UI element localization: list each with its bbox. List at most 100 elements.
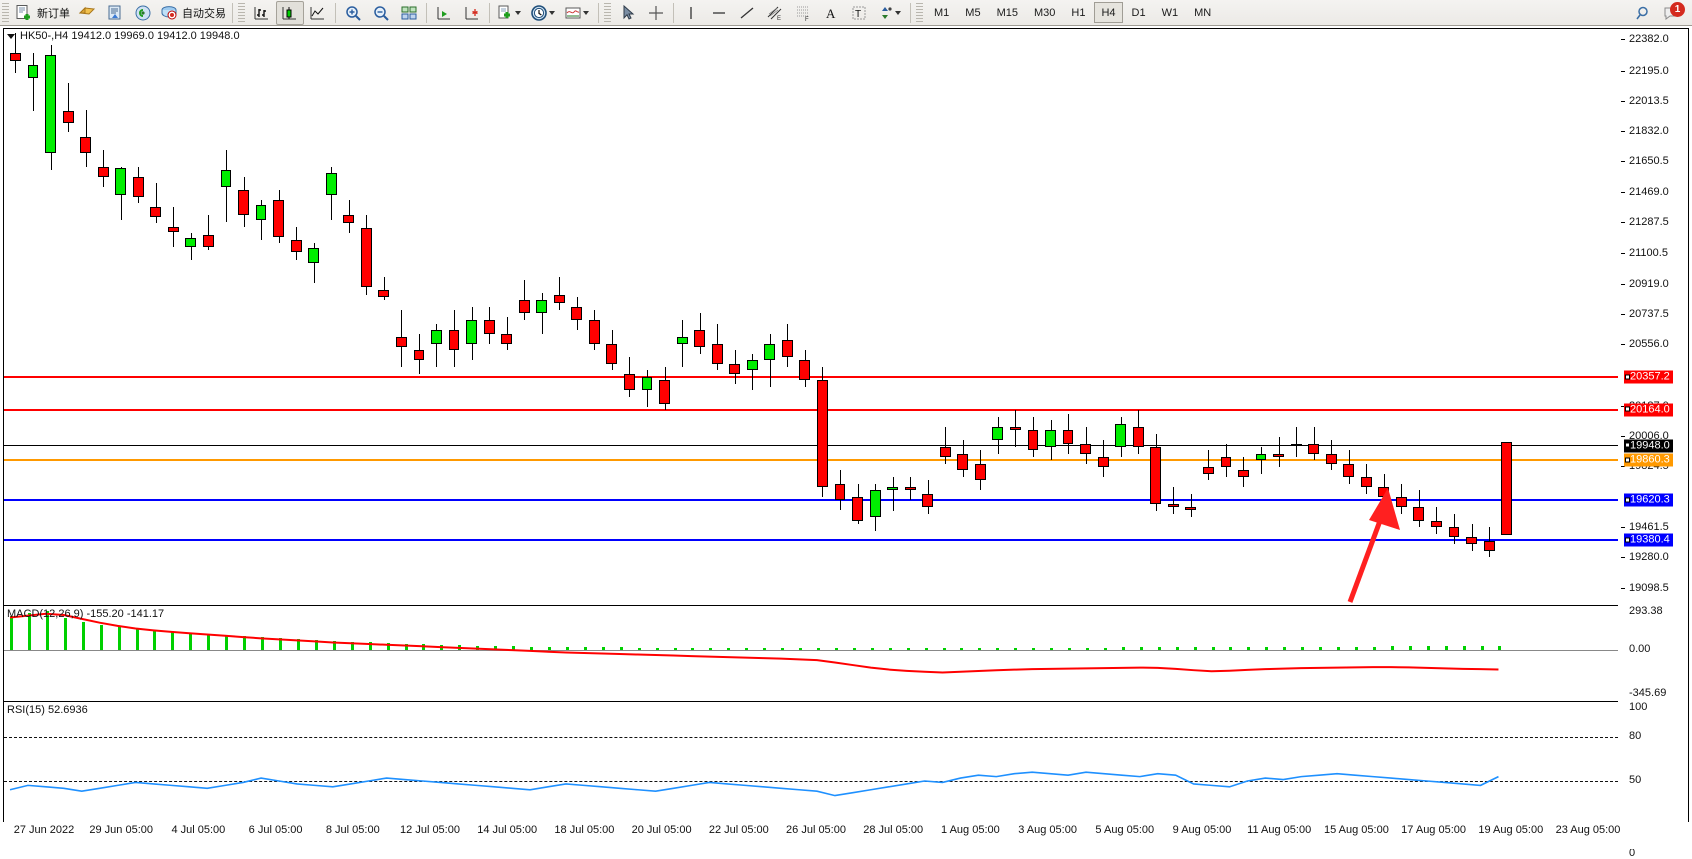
macd-histogram-bar <box>1121 647 1125 650</box>
timeframe-h4[interactable]: H4 <box>1094 2 1123 23</box>
price-axis[interactable]: 22382.0 22195.0 22013.5 21832.0 21650.5 21469… <box>1620 28 1692 859</box>
timeframe-w1[interactable]: W1 <box>1161 6 1179 19</box>
add-indicator-button[interactable] <box>493 1 527 25</box>
timeframe-h1[interactable]: H1 <box>1071 6 1086 19</box>
level-line[interactable] <box>4 459 1618 462</box>
bar-chart-icon[interactable] <box>248 1 276 25</box>
market-watch-icon[interactable] <box>101 1 129 25</box>
up-arrow-annotation[interactable] <box>1336 476 1426 604</box>
arrows-button[interactable] <box>873 1 907 25</box>
auto-scroll-icon[interactable] <box>430 1 458 25</box>
timeframe-m1[interactable]: M1 <box>934 6 950 19</box>
candlestick <box>97 166 109 177</box>
chart-menu-caret-icon[interactable] <box>7 33 15 39</box>
level-handle[interactable] <box>1625 497 1630 503</box>
templates-button[interactable] <box>561 1 595 25</box>
level-handle[interactable] <box>1625 537 1630 543</box>
chevron-down-icon-4[interactable] <box>895 10 901 15</box>
toolbar-separator-5 <box>598 2 599 23</box>
price-level-tag-resistance[interactable]: 20357.2 <box>1624 370 1673 384</box>
search-icon[interactable] <box>1630 1 1658 25</box>
toolbar-grip-4[interactable] <box>916 2 923 23</box>
macd-histogram-bar <box>512 646 516 650</box>
signals-icon[interactable] <box>129 1 157 25</box>
price-level-tag-resistance[interactable]: 20164.0 <box>1624 403 1673 417</box>
candlestick <box>1448 527 1460 538</box>
candlestick <box>1360 477 1372 488</box>
new-order-button[interactable]: 新订单 <box>12 1 73 25</box>
candlestick <box>817 380 828 488</box>
candlestick-chart-icon[interactable] <box>276 0 304 25</box>
toolbar-grip-3[interactable] <box>604 2 611 23</box>
fibonacci-icon[interactable]: F <box>789 1 817 25</box>
candlestick <box>957 453 969 471</box>
chart-shift-icon[interactable] <box>458 1 486 25</box>
line-chart-icon[interactable] <box>304 1 332 25</box>
chevron-down-icon-2[interactable] <box>549 10 555 15</box>
text-label-icon[interactable]: T <box>845 1 873 25</box>
macd-histogram-bar <box>1014 647 1018 650</box>
macd-histogram-bar <box>1229 647 1233 650</box>
candlestick <box>729 363 741 374</box>
vertical-line-icon[interactable] <box>677 1 705 25</box>
level-handle[interactable] <box>1625 457 1630 463</box>
price-level-tag-pivot[interactable]: 19860.3 <box>1624 453 1673 467</box>
macd-histogram-bar <box>350 641 354 650</box>
candle-wick <box>1190 493 1192 518</box>
macd-histogram-bar <box>870 648 874 650</box>
horizontal-line-icon[interactable] <box>705 1 733 25</box>
candlestick <box>1009 427 1021 431</box>
level-line[interactable] <box>4 444 1618 446</box>
equidistant-channel-icon[interactable]: E <box>761 1 789 25</box>
timeframe-m30[interactable]: M30 <box>1033 6 1056 19</box>
date-axis-label-20: 23 Aug 05:00 <box>1555 824 1621 836</box>
chart-symbol-header: HK50-,H4 19412.0 19969.0 19412.0 19948.0 <box>7 30 240 42</box>
tile-windows-icon[interactable] <box>395 1 423 25</box>
macd-histogram-bar <box>565 647 569 650</box>
toolbar-grip-2[interactable] <box>238 2 245 23</box>
toolbar-grip[interactable] <box>2 2 9 23</box>
candlestick <box>1308 443 1320 454</box>
chart-window[interactable]: HK50-,H4 19412.0 19969.0 19412.0 19948.0… <box>0 26 1692 859</box>
history-icon[interactable] <box>73 1 101 25</box>
level-handle[interactable] <box>1625 442 1630 448</box>
level-line[interactable] <box>4 408 1618 411</box>
level-handle[interactable] <box>1625 406 1630 412</box>
candlestick <box>501 333 513 344</box>
trendline-icon[interactable] <box>733 1 761 25</box>
level-line[interactable] <box>4 539 1618 542</box>
chevron-down-icon[interactable] <box>515 10 521 15</box>
notifications-button[interactable]: 1 <box>1658 1 1686 25</box>
level-line[interactable] <box>4 376 1618 379</box>
text-icon[interactable]: A <box>817 1 845 25</box>
timeframe-mn[interactable]: MN <box>1194 6 1212 19</box>
crosshair-icon[interactable] <box>642 1 670 25</box>
date-axis-label-4: 8 Jul 05:00 <box>325 824 380 836</box>
zoom-in-icon[interactable] <box>339 1 367 25</box>
zoom-out-icon[interactable] <box>367 1 395 25</box>
level-handle[interactable] <box>1625 374 1630 380</box>
price-level-tag-support[interactable]: 19380.4 <box>1624 533 1673 547</box>
level-line[interactable] <box>4 499 1618 502</box>
price-pane[interactable] <box>4 28 1618 604</box>
autotrading-button[interactable]: 自动交易 <box>157 1 229 25</box>
macd-pane[interactable] <box>4 605 1618 700</box>
timeframe-m5[interactable]: M5 <box>965 6 981 19</box>
rsi-axis-label-1: 80 <box>1629 730 1642 743</box>
date-axis[interactable]: 27 Jun 2022 29 Jun 05:00 4 Jul 05:00 6 Jul … <box>0 822 1692 849</box>
period-clock-button[interactable] <box>527 1 561 25</box>
cursor-icon[interactable] <box>614 1 642 25</box>
price-level-tag-last-price[interactable]: 19948.0 <box>1624 439 1673 453</box>
macd-histogram-bar <box>1139 647 1143 650</box>
candlestick <box>132 176 144 197</box>
date-axis-label-11: 28 Jul 05:00 <box>863 824 924 836</box>
candlestick <box>431 330 442 344</box>
candlestick <box>1220 457 1232 468</box>
candlestick <box>1150 447 1162 504</box>
price-level-tag-support[interactable]: 19620.3 <box>1624 493 1673 507</box>
timeframe-m15[interactable]: M15 <box>996 6 1018 19</box>
chevron-down-icon-3[interactable] <box>583 10 589 15</box>
candle-wick <box>68 83 70 132</box>
timeframe-d1[interactable]: D1 <box>1131 6 1146 19</box>
candlestick <box>115 168 127 195</box>
